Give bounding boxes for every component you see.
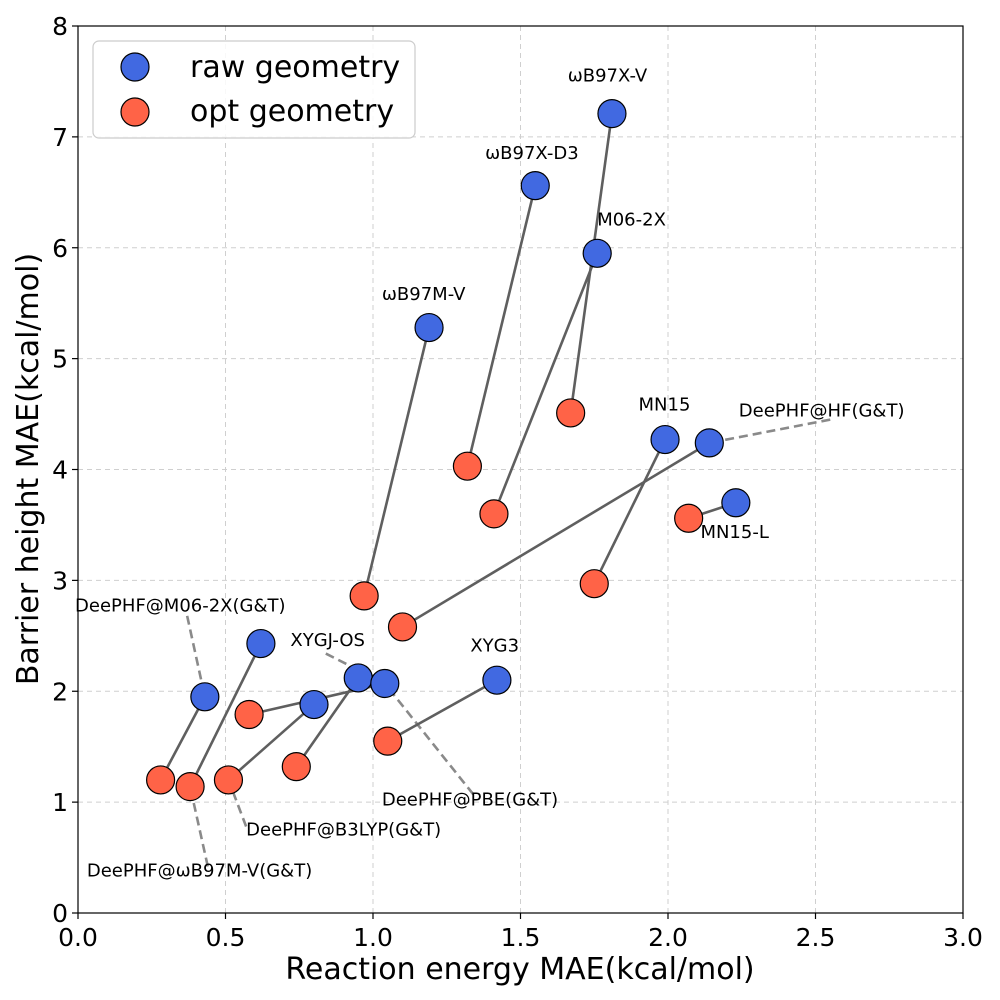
legend: raw geometry opt geometry: [92, 40, 416, 139]
opt-geometry-point: [556, 398, 586, 428]
y-tick-label: 0: [52, 899, 68, 928]
raw-geometry-point: [299, 689, 329, 720]
x-axis-title: Reaction energy MAE(kcal/mol): [285, 952, 754, 987]
opt-geometry-point: [175, 772, 205, 802]
opt-geometry-point: [349, 581, 379, 611]
point-label: DeePHF@ωB97M-V(G&T): [87, 860, 312, 881]
opt-geometry-point: [373, 726, 403, 756]
point-label: DeePHF@B3LYP(G&T): [246, 819, 441, 840]
opt-geometry-point: [281, 752, 311, 782]
pair-connector-line: [466, 185, 537, 467]
x-tick-label: 3.0: [943, 923, 983, 952]
x-tick-label: 2.5: [796, 923, 836, 952]
raw-geometry-point: [482, 665, 512, 695]
point-label: ωB97M-V: [382, 284, 466, 305]
y-tick-label: 5: [52, 345, 68, 374]
pair-connector-line: [362, 327, 431, 597]
point-label: DeePHF@M06-2X(G&T): [75, 595, 285, 616]
legend-label-raw: raw geometry: [190, 50, 400, 85]
x-tick-label: 0.5: [206, 923, 246, 952]
raw-geometry-point: [370, 668, 400, 699]
annotation-leader-line: [709, 418, 831, 445]
legend-marker-raw: [120, 52, 150, 82]
legend-marker-opt: [120, 97, 150, 127]
pair-connector-line: [188, 642, 263, 788]
point-labels: ωB97X-V ωB97X-D3 M06-2X ωB97M-V MN15 DeePHF@H…: [75, 65, 904, 881]
pair-connector-line: [401, 441, 710, 629]
raw-geometry-point: [694, 428, 724, 458]
y-tick-label: 3: [52, 566, 68, 595]
raw-geometry-point: [721, 488, 751, 518]
point-label: ωB97X-D3: [485, 143, 579, 164]
annotation-leader-line: [227, 779, 248, 827]
axis-ticks: 0.0 0.5 1.0 1.5 2.0 2.5 3.0 0 1 2 3 4 5 6 7 8: [52, 12, 983, 952]
raw-geometry-point: [343, 663, 373, 693]
y-tick-label: 8: [52, 12, 68, 41]
pair-connector-line: [227, 703, 315, 781]
data-points: [146, 98, 751, 802]
y-tick-label: 2: [52, 677, 68, 706]
pair-connector-line: [593, 438, 667, 585]
opt-geometry-point: [387, 612, 418, 642]
pair-connector-line: [159, 696, 206, 781]
x-tick-label: 1.5: [501, 923, 541, 952]
raw-geometry-point: [582, 238, 612, 268]
point-label: DeePHF@HF(G&T): [739, 400, 905, 421]
point-label: XYG3: [470, 635, 519, 656]
point-label: XYGJ-OS: [290, 630, 365, 651]
point-label: M06-2X: [597, 210, 666, 231]
point-label: MN15-L: [700, 522, 768, 543]
x-tick-label: 1.0: [353, 923, 393, 952]
legend-box: [92, 40, 416, 139]
point-label: DeePHF@PBE(G&T): [382, 789, 558, 810]
y-axis-title: Barrier height MAE(kcal/mol): [11, 253, 46, 685]
x-tick-label: 0.0: [58, 923, 98, 952]
annotation-leader-line: [383, 682, 475, 796]
y-tick-label: 7: [52, 123, 68, 152]
raw-geometry-point: [190, 682, 220, 712]
pair-connector-line: [387, 679, 498, 743]
x-tick-label: 2.0: [648, 923, 688, 952]
opt-geometry-point: [234, 699, 264, 730]
raw-geometry-point: [246, 628, 276, 659]
legend-label-opt: opt geometry: [190, 94, 394, 129]
opt-geometry-point: [579, 569, 609, 599]
opt-geometry-point: [146, 765, 176, 795]
point-label: MN15: [639, 395, 691, 416]
opt-geometry-point: [452, 451, 482, 481]
opt-geometry-point: [479, 499, 509, 529]
y-tick-label: 6: [52, 234, 68, 263]
y-tick-label: 4: [52, 456, 68, 485]
opt-geometry-point: [674, 503, 704, 533]
raw-geometry-point: [650, 424, 680, 455]
raw-geometry-point: [597, 98, 627, 129]
raw-geometry-point: [414, 312, 444, 343]
point-label: ωB97X-V: [568, 65, 648, 86]
y-tick-label: 1: [52, 788, 68, 817]
opt-geometry-point: [213, 765, 244, 795]
raw-geometry-point: [520, 171, 550, 201]
pair-connector-line: [492, 252, 599, 515]
